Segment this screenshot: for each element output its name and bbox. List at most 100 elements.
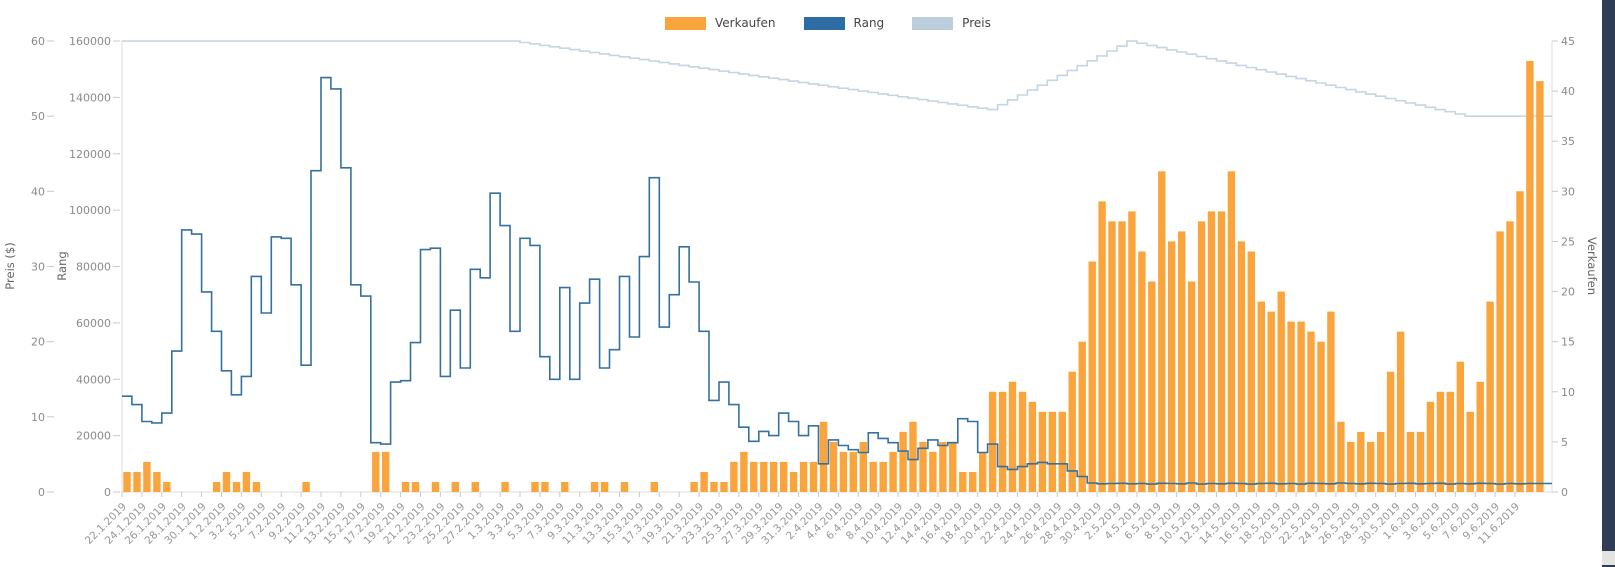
svg-text:40: 40 — [31, 185, 45, 198]
bar — [451, 482, 459, 492]
bar — [431, 482, 440, 492]
bar — [1217, 211, 1226, 492]
bar — [1138, 251, 1146, 492]
legend-label: Preis — [962, 16, 991, 30]
svg-text:20: 20 — [31, 336, 45, 349]
svg-text:40000: 40000 — [76, 373, 111, 386]
bar — [809, 461, 818, 492]
bar — [750, 461, 758, 492]
svg-text:30: 30 — [1561, 185, 1575, 198]
bar — [401, 482, 410, 492]
legend-item-verkaufen[interactable]: Verkaufen — [665, 16, 776, 30]
svg-text:0: 0 — [38, 486, 45, 499]
svg-text:80000: 80000 — [76, 261, 111, 274]
svg-text:15: 15 — [1561, 336, 1575, 349]
svg-text:0: 0 — [104, 486, 111, 499]
bar — [1347, 441, 1355, 492]
bar — [1187, 281, 1196, 492]
bar — [242, 472, 251, 492]
bar — [760, 461, 768, 492]
bar — [1197, 221, 1206, 492]
svg-text:160000: 160000 — [69, 35, 111, 48]
bar — [1068, 371, 1076, 492]
svg-text:35: 35 — [1561, 135, 1575, 148]
bar — [730, 461, 738, 492]
bar — [710, 482, 718, 492]
bar — [1287, 321, 1295, 492]
svg-text:100000: 100000 — [69, 204, 111, 217]
bar — [1078, 341, 1086, 492]
bar — [372, 451, 380, 492]
bar — [541, 482, 549, 492]
bar — [1257, 301, 1265, 492]
bar — [590, 482, 599, 492]
bar — [859, 441, 867, 492]
bar — [1327, 311, 1335, 492]
bar — [919, 441, 927, 492]
bar — [1516, 191, 1524, 493]
bar — [1396, 331, 1405, 492]
bar — [1148, 281, 1156, 492]
bar — [1526, 61, 1534, 492]
bar — [1008, 381, 1017, 492]
bar — [143, 461, 151, 492]
bar — [720, 482, 728, 492]
bar — [1028, 401, 1037, 492]
bar — [1048, 411, 1056, 492]
legend-label: Rang — [853, 16, 885, 30]
bar — [302, 482, 310, 492]
bar — [600, 482, 609, 492]
bar — [969, 472, 977, 492]
bar — [839, 451, 848, 492]
bar — [939, 441, 947, 492]
bar — [561, 482, 569, 492]
bar — [1377, 431, 1385, 492]
legend-item-rang[interactable]: Rang — [803, 16, 885, 30]
svg-text:45: 45 — [1561, 35, 1575, 48]
bar — [1108, 221, 1116, 492]
preis-line — [122, 40, 1552, 117]
bar — [988, 391, 997, 492]
svg-text:Verkaufen: Verkaufen — [1585, 237, 1599, 295]
bar — [1416, 431, 1425, 492]
bar — [1297, 321, 1305, 492]
svg-text:60000: 60000 — [76, 317, 111, 330]
bar — [1446, 391, 1454, 492]
bar — [899, 431, 907, 492]
bar — [959, 472, 967, 492]
bar — [1307, 331, 1315, 492]
bar — [819, 421, 828, 492]
bar — [222, 472, 231, 492]
svg-text:20000: 20000 — [76, 430, 111, 443]
preis-swatch-icon — [912, 16, 954, 30]
rang-line — [122, 76, 1552, 485]
svg-text:140000: 140000 — [69, 91, 111, 104]
bar — [690, 482, 698, 492]
bar — [1536, 81, 1544, 492]
bar — [501, 482, 509, 492]
bar — [1207, 211, 1216, 492]
bar — [799, 461, 808, 492]
svg-text:50: 50 — [31, 110, 45, 123]
legend-item-preis[interactable]: Preis — [912, 16, 991, 30]
bar — [1476, 381, 1484, 492]
svg-text:40: 40 — [1561, 85, 1575, 98]
bar — [929, 451, 937, 492]
bar — [1088, 261, 1096, 492]
svg-text:10: 10 — [31, 411, 45, 424]
rang-swatch-icon — [803, 16, 845, 30]
bar — [212, 482, 221, 492]
svg-text:120000: 120000 — [69, 148, 111, 161]
svg-text:5: 5 — [1561, 436, 1568, 449]
bar — [1168, 241, 1176, 492]
bar — [650, 482, 658, 492]
bar — [232, 482, 241, 492]
right-panel-strip — [1602, 0, 1615, 567]
bar — [471, 482, 479, 492]
bar — [1098, 201, 1106, 492]
bar — [1227, 171, 1236, 493]
svg-text:Rang: Rang — [55, 251, 69, 280]
bar — [849, 451, 857, 492]
bar — [1018, 391, 1027, 492]
